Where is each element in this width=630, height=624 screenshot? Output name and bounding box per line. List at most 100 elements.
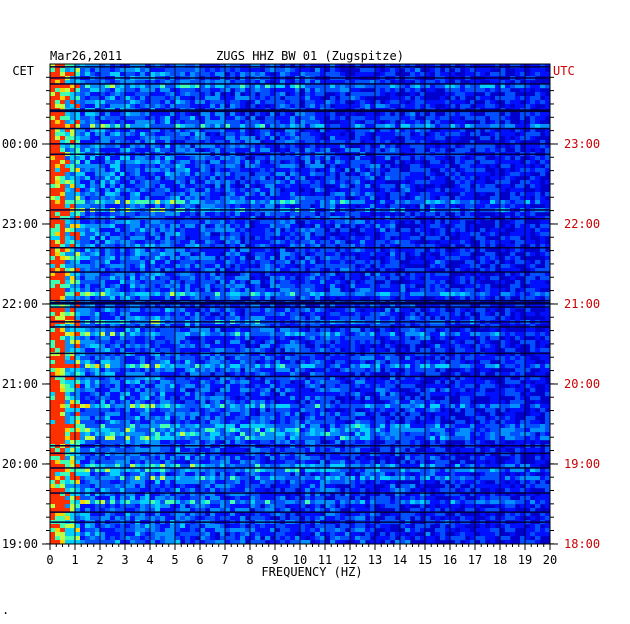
spectrogram-cell bbox=[140, 200, 146, 205]
spectrogram-cell bbox=[355, 104, 361, 109]
spectrogram-cell bbox=[360, 164, 366, 169]
spectrogram-cell bbox=[95, 292, 101, 297]
spectrogram-cell bbox=[140, 140, 146, 145]
spectrogram-cell bbox=[370, 204, 376, 209]
spectrogram-cell bbox=[455, 80, 461, 85]
spectrogram-cell bbox=[140, 180, 146, 185]
spectrogram-cell bbox=[240, 96, 246, 101]
spectrogram-cell bbox=[210, 96, 216, 101]
spectrogram-cell bbox=[175, 192, 181, 197]
spectrogram-cell bbox=[430, 112, 436, 117]
spectrogram-cell bbox=[355, 136, 361, 141]
spectrogram-cell bbox=[135, 268, 141, 273]
spectrogram-cell bbox=[325, 232, 331, 237]
spectrogram-cell bbox=[50, 240, 56, 245]
spectrogram-cell bbox=[300, 264, 306, 269]
spectrogram-cell bbox=[390, 228, 396, 233]
spectrogram-cell bbox=[330, 144, 336, 149]
spectrogram-cell bbox=[50, 136, 56, 141]
spectrogram-cell bbox=[445, 172, 451, 177]
spectrogram-cell bbox=[345, 84, 351, 89]
spectrogram-cell bbox=[345, 140, 351, 145]
spectrogram-cell bbox=[170, 96, 176, 101]
spectrogram-cell bbox=[90, 168, 96, 173]
spectrogram-cell bbox=[65, 292, 71, 297]
spectrogram-cell bbox=[470, 156, 476, 161]
spectrogram-cell bbox=[375, 92, 381, 97]
spectrogram-cell bbox=[290, 236, 296, 241]
spectrogram-cell bbox=[440, 264, 446, 269]
spectrogram-cell bbox=[395, 116, 401, 121]
spectrogram-cell bbox=[210, 268, 216, 273]
spectrogram-cell bbox=[415, 180, 421, 185]
spectrogram-cell bbox=[360, 224, 366, 229]
spectrogram-cell bbox=[375, 132, 381, 137]
spectrogram-cell bbox=[545, 160, 551, 165]
spectrogram-cell bbox=[145, 116, 151, 121]
spectrogram-cell bbox=[385, 280, 391, 285]
spectrogram-cell bbox=[160, 284, 166, 289]
spectrogram-cell bbox=[90, 136, 96, 141]
spectrogram-cell bbox=[80, 228, 86, 233]
spectrogram-cell bbox=[205, 176, 211, 181]
spectrogram-cell bbox=[300, 172, 306, 177]
spectrogram-cell bbox=[50, 120, 56, 125]
spectrogram-cell bbox=[450, 140, 456, 145]
spectrogram-cell bbox=[55, 80, 61, 85]
spectrogram-cell bbox=[390, 72, 396, 77]
spectrogram-cell bbox=[325, 212, 331, 217]
spectrogram-cell bbox=[515, 188, 521, 193]
spectrogram-cell bbox=[340, 256, 346, 261]
spectrogram-cell bbox=[95, 128, 101, 133]
spectrogram-cell bbox=[240, 224, 246, 229]
spectrogram-cell bbox=[505, 132, 511, 137]
spectrogram-cell bbox=[140, 256, 146, 261]
spectrogram-cell bbox=[240, 260, 246, 265]
spectrogram-cell bbox=[305, 256, 311, 261]
spectrogram-cell bbox=[120, 256, 126, 261]
spectrogram-cell bbox=[280, 120, 286, 125]
spectrogram-cell bbox=[205, 212, 211, 217]
spectrogram-cell bbox=[125, 184, 131, 189]
spectrogram-cell bbox=[485, 136, 491, 141]
spectrogram-cell bbox=[390, 220, 396, 225]
spectrogram-cell bbox=[105, 288, 111, 293]
spectrogram-cell bbox=[95, 232, 101, 237]
spectrogram-cell bbox=[450, 168, 456, 173]
spectrogram-cell bbox=[505, 116, 511, 121]
spectrogram-cell bbox=[230, 288, 236, 293]
spectrogram-cell bbox=[440, 248, 446, 253]
spectrogram-cell bbox=[65, 104, 71, 109]
spectrogram-cell bbox=[75, 104, 81, 109]
spectrogram-cell bbox=[515, 220, 521, 225]
spectrogram-cell bbox=[130, 92, 136, 97]
spectrogram-cell bbox=[335, 128, 341, 133]
spectrogram-cell bbox=[65, 128, 71, 133]
spectrogram-cell bbox=[465, 124, 471, 129]
spectrogram-cell bbox=[540, 156, 546, 161]
spectrogram-cell bbox=[380, 104, 386, 109]
spectrogram-cell bbox=[355, 288, 361, 293]
spectrogram-cell bbox=[320, 284, 326, 289]
spectrogram-cell bbox=[515, 200, 521, 205]
spectrogram-cell bbox=[190, 100, 196, 105]
spectrogram-cell bbox=[535, 116, 541, 121]
spectrogram-cell bbox=[180, 116, 186, 121]
spectrogram-cell bbox=[115, 68, 121, 73]
spectrogram-cell bbox=[235, 196, 241, 201]
spectrogram-cell bbox=[425, 144, 431, 149]
spectrogram-cell bbox=[55, 140, 61, 145]
spectrogram-cell bbox=[235, 68, 241, 73]
spectrogram-cell bbox=[475, 280, 481, 285]
spectrogram-cell bbox=[70, 228, 76, 233]
spectrogram-cell bbox=[225, 140, 231, 145]
spectrogram-cell bbox=[530, 104, 536, 109]
spectrogram-cell bbox=[350, 176, 356, 181]
spectrogram-cell bbox=[275, 192, 281, 197]
spectrogram-cell bbox=[265, 296, 271, 301]
spectrogram-cell bbox=[490, 80, 496, 85]
spectrogram-cell bbox=[110, 144, 116, 149]
spectrogram-cell bbox=[310, 200, 316, 205]
spectrogram-cell bbox=[290, 196, 296, 201]
spectrogram-cell bbox=[275, 172, 281, 177]
